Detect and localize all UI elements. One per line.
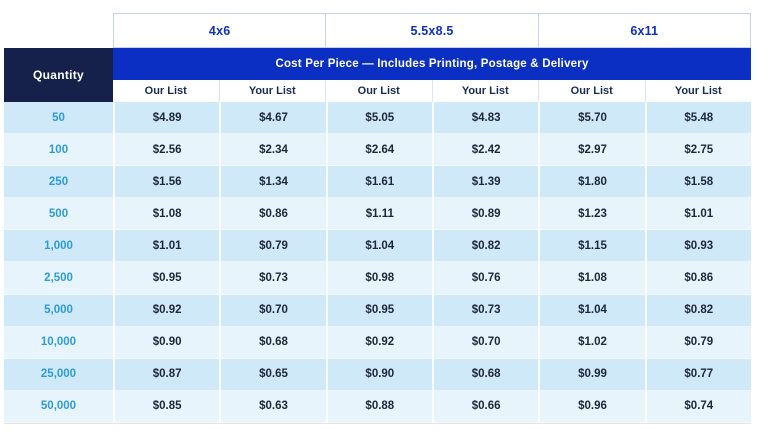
price-cell: $1.02 [538, 326, 645, 359]
price-cell: $0.90 [325, 358, 432, 391]
price-cell: $1.15 [538, 230, 645, 263]
price-cell: $0.89 [431, 198, 539, 231]
price-cell: $1.08 [113, 198, 220, 231]
price-cell: $1.23 [538, 198, 645, 231]
table-rows: 50 $4.89 $4.67 $5.05 $4.83 $5.70 $5.48 100 $2.56… [4, 102, 751, 423]
quantity-cell: 1,000 [4, 230, 113, 263]
table-row: 500 $1.08 $0.86 $1.11 $0.89 $1.23 $1.01 [4, 198, 751, 231]
price-cell: $1.58 [644, 166, 751, 199]
price-cell: $0.79 [219, 230, 326, 263]
price-cell: $0.74 [644, 390, 751, 423]
table-row: 50,000 $0.85 $0.63 $0.88 $0.66 $0.96 $0.74 [4, 390, 751, 423]
subheader-your-list-4x6: Your List [218, 80, 326, 102]
price-cell: $1.39 [431, 166, 539, 199]
size-header-4x6: 4x6 [113, 13, 327, 48]
quantity-cell: 10,000 [4, 326, 113, 359]
subheader-our-list-5.5x8.5: Our List [325, 80, 432, 102]
price-cell: $0.87 [113, 358, 220, 391]
price-cell: $4.67 [219, 102, 326, 135]
table-bottom-divider [4, 423, 751, 424]
price-cell: $0.63 [219, 390, 326, 423]
price-cell: $0.86 [644, 262, 751, 295]
price-cell: $1.04 [325, 230, 432, 263]
price-cell: $1.11 [325, 198, 432, 231]
price-cell: $0.73 [219, 262, 326, 295]
price-cell: $0.68 [219, 326, 326, 359]
price-cell: $0.77 [644, 358, 751, 391]
price-cell: $2.97 [538, 134, 645, 167]
size-header-5.5x8.5: 5.5x8.5 [325, 13, 539, 48]
price-cell: $0.65 [219, 358, 326, 391]
quantity-cell: 500 [4, 198, 113, 231]
price-cell: $1.01 [644, 198, 751, 231]
size-header-row: 4x6 5.5x8.5 6x11 [113, 13, 751, 48]
subheader-your-list-5.5x8.5: Your List [431, 80, 539, 102]
price-cell: $2.56 [113, 134, 220, 167]
price-cell: $0.76 [431, 262, 539, 295]
table-header-band: Quantity Cost Per Piece — Includes Print… [4, 48, 751, 102]
table-row: 250 $1.56 $1.34 $1.61 $1.39 $1.80 $1.58 [4, 166, 751, 199]
price-cell: $0.82 [431, 230, 539, 263]
quantity-cell: 100 [4, 134, 113, 167]
price-cell: $0.95 [325, 294, 432, 327]
list-subheader-row: Our List Your List Our List Your List Ou… [113, 80, 751, 102]
subheader-your-list-6x11: Your List [644, 80, 752, 102]
quantity-cell: 5,000 [4, 294, 113, 327]
price-cell: $0.92 [113, 294, 220, 327]
table-row: 5,000 $0.92 $0.70 $0.95 $0.73 $1.04 $0.82 [4, 294, 751, 327]
price-cell: $0.73 [431, 294, 539, 327]
quantity-column-header: Quantity [4, 48, 113, 102]
table-row: 1,000 $1.01 $0.79 $1.04 $0.82 $1.15 $0.93 [4, 230, 751, 263]
price-cell: $0.68 [431, 358, 539, 391]
price-cell: $0.92 [325, 326, 432, 359]
price-cell: $5.70 [538, 102, 645, 135]
price-cell: $0.95 [113, 262, 220, 295]
table-row: 25,000 $0.87 $0.65 $0.90 $0.68 $0.99 $0.77 [4, 358, 751, 391]
price-cell: $0.85 [113, 390, 220, 423]
price-cell: $0.90 [113, 326, 220, 359]
price-cell: $1.34 [219, 166, 326, 199]
price-cell: $2.34 [219, 134, 326, 167]
pricing-table: 4x6 5.5x8.5 6x11 Quantity Cost Per Piece… [4, 13, 751, 423]
table-row: 100 $2.56 $2.34 $2.64 $2.42 $2.97 $2.75 [4, 134, 751, 167]
price-cell: $0.86 [219, 198, 326, 231]
price-cell: $1.56 [113, 166, 220, 199]
price-cell: $5.05 [325, 102, 432, 135]
price-cell: $1.04 [538, 294, 645, 327]
price-cell: $0.82 [644, 294, 751, 327]
price-cell: $1.01 [113, 230, 220, 263]
quantity-cell: 25,000 [4, 358, 113, 391]
price-cell: $0.99 [538, 358, 645, 391]
price-cell: $0.93 [644, 230, 751, 263]
price-cell: $4.83 [431, 102, 539, 135]
price-cell: $5.48 [644, 102, 751, 135]
price-cell: $2.75 [644, 134, 751, 167]
price-cell: $1.80 [538, 166, 645, 199]
quantity-cell: 50 [4, 102, 113, 135]
price-cell: $0.70 [219, 294, 326, 327]
table-row: 50 $4.89 $4.67 $5.05 $4.83 $5.70 $5.48 [4, 102, 751, 135]
price-cell: $0.79 [644, 326, 751, 359]
price-cell: $0.70 [431, 326, 539, 359]
subheader-our-list-4x6: Our List [144, 85, 187, 97]
price-cell: $0.66 [431, 390, 539, 423]
table-row: 10,000 $0.90 $0.68 $0.92 $0.70 $1.02 $0.79 [4, 326, 751, 359]
cost-per-piece-banner: Cost Per Piece — Includes Printing, Post… [113, 48, 751, 80]
quantity-cell: 50,000 [4, 390, 113, 423]
price-cell: $2.64 [325, 134, 432, 167]
price-cell: $1.08 [538, 262, 645, 295]
quantity-cell: 250 [4, 166, 113, 199]
price-cell: $2.42 [431, 134, 539, 167]
price-cell: $4.89 [113, 102, 220, 135]
quantity-cell: 2,500 [4, 262, 113, 295]
price-cell: $1.61 [325, 166, 432, 199]
price-cell: $0.96 [538, 390, 645, 423]
size-header-6x11: 6x11 [537, 13, 751, 48]
price-cell: $0.98 [325, 262, 432, 295]
subheader-our-list-6x11: Our List [538, 80, 645, 102]
price-cell: $0.88 [325, 390, 432, 423]
table-row: 2,500 $0.95 $0.73 $0.98 $0.76 $1.08 $0.86 [4, 262, 751, 295]
